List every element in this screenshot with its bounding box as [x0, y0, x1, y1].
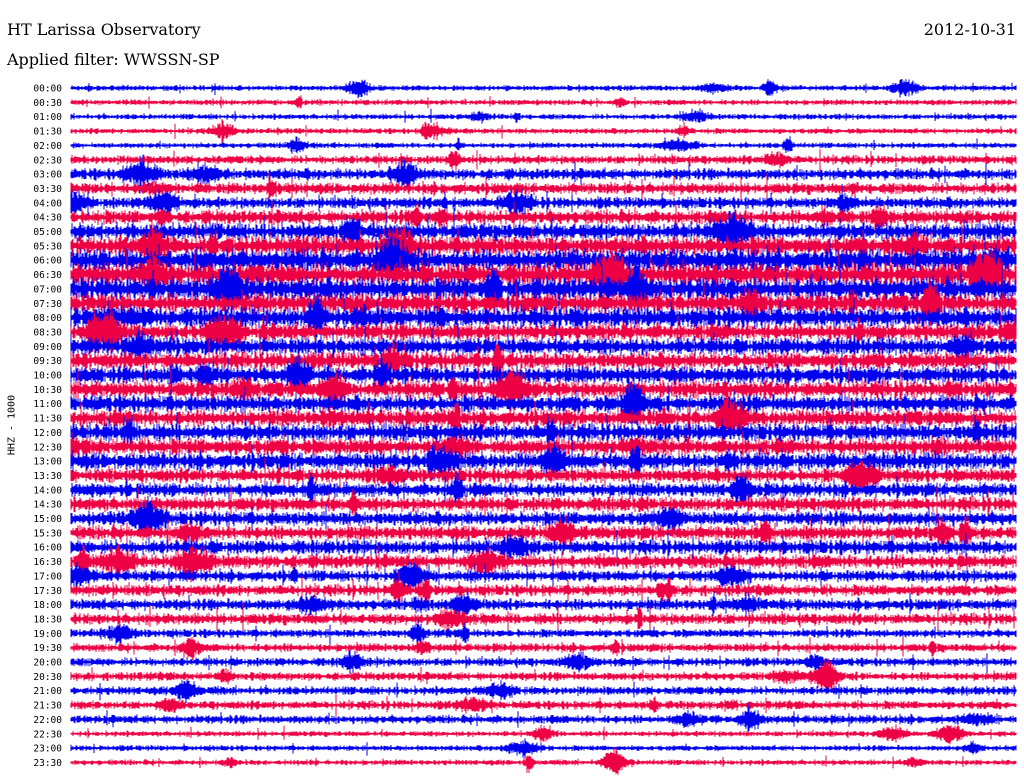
y-tick-label: 13:30	[33, 471, 62, 482]
y-tick-label: 11:30	[33, 414, 62, 425]
y-tick-label: 09:30	[33, 356, 62, 367]
y-tick-label: 05:30	[33, 241, 62, 252]
y-tick-label: 09:00	[33, 342, 62, 353]
y-tick-label: 08:30	[33, 327, 62, 338]
y-tick-label: 07:00	[33, 284, 62, 295]
y-tick-label: 15:00	[33, 514, 62, 525]
date-label: 2012-10-31	[923, 20, 1016, 39]
y-tick-label: 00:00	[33, 84, 62, 95]
y-tick-label: 16:30	[33, 557, 62, 568]
y-tick-label: 23:00	[33, 744, 62, 755]
y-tick-label: 22:00	[33, 715, 62, 726]
y-tick-label: 04:00	[33, 198, 62, 209]
trace-group	[70, 79, 1017, 775]
y-tick-label: 21:00	[33, 686, 62, 697]
y-tick-label: 18:30	[33, 614, 62, 625]
y-tick-label: 17:30	[33, 586, 62, 597]
y-tick-label: 03:00	[33, 170, 62, 181]
y-tick-label: 00:30	[33, 98, 62, 109]
y-tick-label: 17:00	[33, 571, 62, 582]
y-tick-label: 02:00	[33, 141, 62, 152]
y-tick-label: 14:30	[33, 500, 62, 511]
y-tick-label: 20:00	[33, 658, 62, 669]
y-tick-label: 12:30	[33, 442, 62, 453]
trace-0100	[70, 108, 1017, 124]
y-tick-label: 06:30	[33, 270, 62, 281]
y-tick-label: 12:00	[33, 428, 62, 439]
trace-2330	[70, 747, 1017, 775]
y-tick-label: 10:00	[33, 371, 62, 382]
y-tick-label: 15:30	[33, 528, 62, 539]
y-tick-label: 04:30	[33, 213, 62, 224]
y-tick-label: 16:00	[33, 543, 62, 554]
tick-label-group: 00:00 00:30 01:00 01:30 02:00 02:30 03:00 03:30…	[33, 84, 62, 769]
y-tick-label: 08:00	[33, 313, 62, 324]
y-tick-label: 22:30	[33, 729, 62, 740]
y-tick-label: 19:00	[33, 629, 62, 640]
y-tick-label: 13:00	[33, 457, 62, 468]
y-tick-label: 18:00	[33, 600, 62, 611]
y-tick-label: 23:30	[33, 758, 62, 769]
filter-label: Applied filter: WWSSN-SP	[7, 50, 220, 69]
y-tick-label: 01:30	[33, 127, 62, 138]
y-tick-label: 02:30	[33, 155, 62, 166]
y-tick-label: 21:30	[33, 701, 62, 712]
y-tick-label: 01:00	[33, 112, 62, 123]
y-tick-label: 19:30	[33, 643, 62, 654]
y-tick-label: 03:30	[33, 184, 62, 195]
y-tick-label: 05:00	[33, 227, 62, 238]
y-tick-label: 06:00	[33, 256, 62, 267]
y-tick-label: 20:30	[33, 672, 62, 683]
y-tick-label: 11:00	[33, 399, 62, 410]
page-title: HT Larissa Observatory	[7, 20, 201, 39]
y-tick-label: 07:30	[33, 299, 62, 310]
y-tick-label: 10:30	[33, 385, 62, 396]
y-tick-label: 14:00	[33, 485, 62, 496]
